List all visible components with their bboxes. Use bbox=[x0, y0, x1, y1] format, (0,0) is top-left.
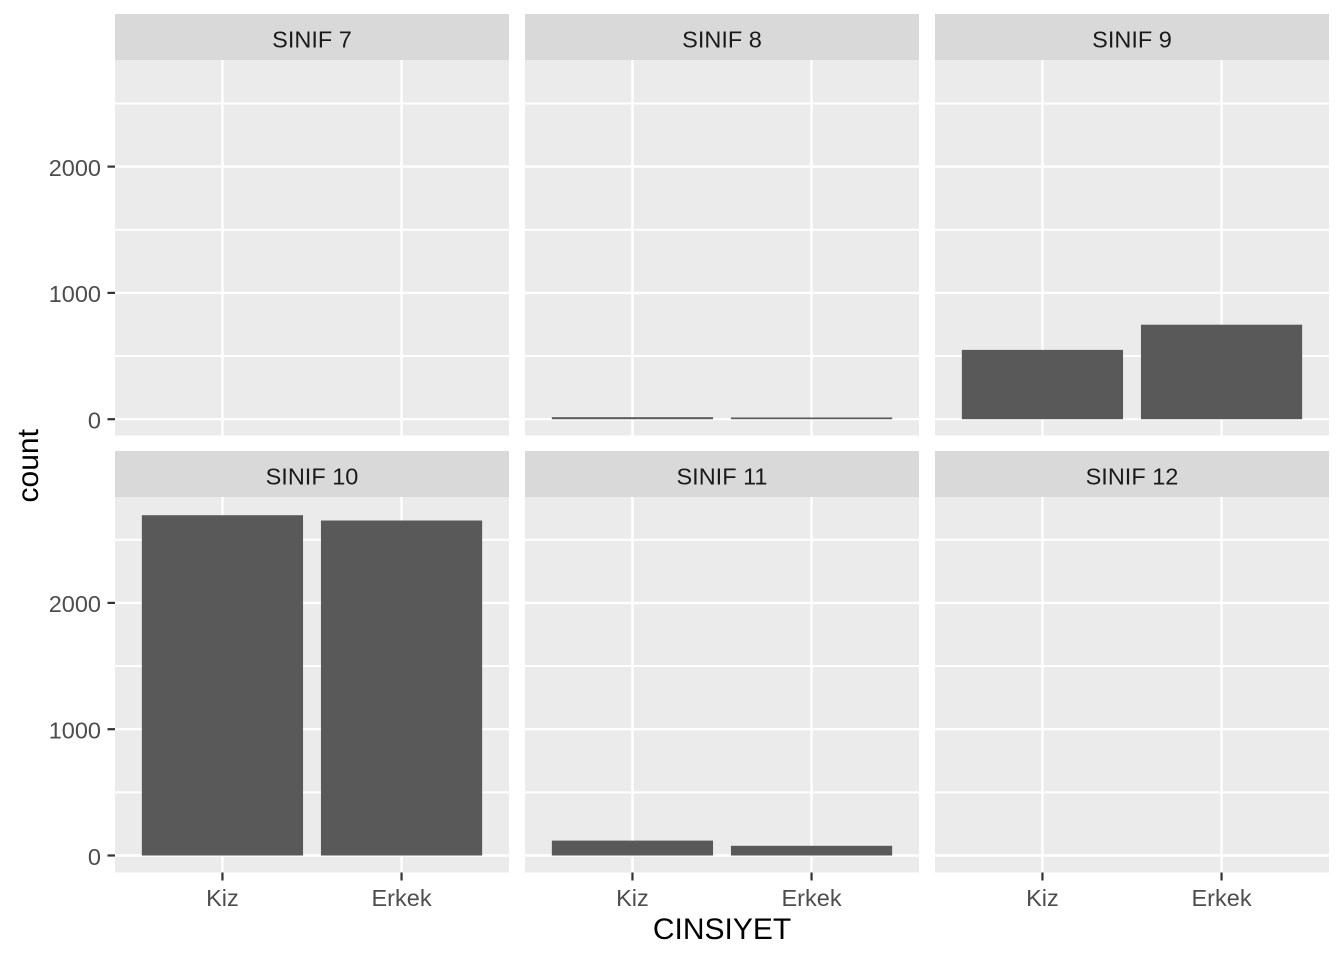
svg-text:SINIF 9: SINIF 9 bbox=[1092, 27, 1172, 53]
svg-text:SINIF 10: SINIF 10 bbox=[266, 464, 359, 490]
svg-text:0: 0 bbox=[88, 844, 101, 870]
svg-text:SINIF 7: SINIF 7 bbox=[272, 27, 352, 53]
svg-text:Erkek: Erkek bbox=[1192, 885, 1252, 911]
svg-text:1000: 1000 bbox=[49, 281, 101, 307]
svg-text:Kiz: Kiz bbox=[1026, 885, 1059, 911]
svg-text:Erkek: Erkek bbox=[782, 885, 842, 911]
svg-text:SINIF 12: SINIF 12 bbox=[1086, 464, 1179, 490]
svg-text:1000: 1000 bbox=[49, 718, 101, 744]
svg-text:Kiz: Kiz bbox=[206, 885, 239, 911]
svg-text:CINSIYET: CINSIYET bbox=[653, 913, 791, 946]
svg-text:count: count bbox=[12, 428, 45, 502]
svg-text:Erkek: Erkek bbox=[372, 885, 432, 911]
svg-text:2000: 2000 bbox=[49, 591, 101, 617]
svg-text:SINIF 11: SINIF 11 bbox=[677, 464, 768, 490]
svg-text:2000: 2000 bbox=[49, 155, 101, 181]
svg-text:SINIF 8: SINIF 8 bbox=[682, 27, 762, 53]
svg-text:Kiz: Kiz bbox=[616, 885, 649, 911]
svg-text:0: 0 bbox=[88, 408, 101, 434]
